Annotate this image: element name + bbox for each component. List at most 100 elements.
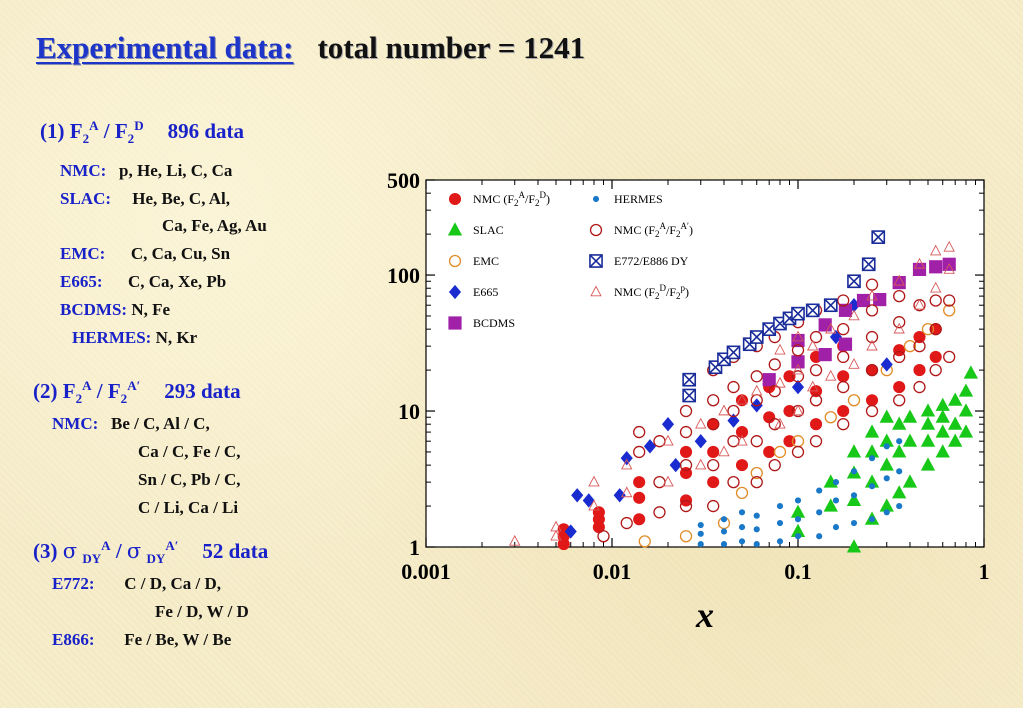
data-point: [856, 293, 871, 308]
data-point: [963, 365, 979, 379]
data-point: [735, 394, 749, 407]
marker: [791, 355, 805, 369]
marker: [633, 513, 646, 526]
data-point: [791, 370, 805, 383]
marker: [753, 526, 760, 533]
legend-marker: [590, 285, 602, 297]
marker: [736, 393, 748, 405]
marker: [893, 381, 906, 394]
marker: [829, 329, 843, 345]
data-point: [509, 534, 521, 546]
marker: [791, 307, 805, 321]
data-point: [896, 502, 903, 510]
data-point: [738, 538, 746, 545]
marker: [773, 445, 787, 459]
y-tick-label: 10: [398, 399, 420, 424]
data-point: [902, 409, 918, 423]
data-point: [809, 330, 823, 344]
data-point: [935, 397, 950, 411]
data-point: [809, 418, 823, 431]
marker: [790, 523, 806, 538]
marker: [621, 486, 633, 498]
sec3-row-2: E866: Fe / Be, W / Be: [52, 626, 231, 654]
marker: [588, 499, 600, 511]
marker: [943, 240, 955, 252]
data-point: [720, 516, 728, 523]
legend-label: NMC (F2A/F2A′): [614, 221, 693, 239]
marker: [816, 487, 823, 494]
marker: [930, 281, 942, 293]
data-point: [792, 330, 804, 342]
data-point: [776, 519, 784, 527]
data-point: [847, 394, 861, 407]
legend-marker: [589, 223, 603, 237]
legend-text: /F: [525, 192, 535, 206]
data-point: [707, 445, 720, 459]
section-1-mid: / F: [98, 119, 128, 143]
data-point: [948, 433, 963, 447]
marker: [653, 506, 666, 519]
data-point: [679, 458, 693, 472]
data-point: [865, 330, 879, 344]
marker: [807, 380, 819, 392]
legend-label: BCDMS: [473, 316, 515, 330]
sec1-row-3: EMC: C, Ca, Cu, Sn: [60, 240, 230, 268]
marker: [873, 292, 887, 307]
marker: [590, 285, 602, 297]
section-1-sup-a: A: [89, 118, 99, 133]
data-point: [588, 475, 600, 487]
marker: [958, 383, 974, 397]
marker: [809, 330, 823, 344]
data-point: [846, 444, 862, 458]
marker: [896, 502, 903, 510]
section-2: (2) F2A / F2A′ 293 data: [33, 378, 241, 407]
legend-sup: p: [681, 283, 686, 293]
x-tick-label: 0.001: [401, 559, 451, 584]
marker: [750, 466, 763, 480]
section-3-heading: (3) σ DYA / σ DYA′ 52 data: [33, 538, 268, 567]
marker: [893, 316, 906, 329]
data-point: [750, 475, 763, 489]
legend-marker: [448, 254, 462, 268]
data-point: [879, 498, 894, 512]
marker: [892, 485, 907, 499]
data-point: [768, 385, 781, 398]
data-point: [896, 468, 903, 475]
marker: [751, 384, 763, 396]
marker: [783, 435, 796, 448]
marker: [864, 444, 880, 458]
marker: [893, 350, 906, 364]
marker: [679, 425, 693, 439]
legend-label: EMC: [473, 254, 499, 268]
marker: [448, 316, 462, 330]
marker: [902, 474, 918, 488]
data-point: [809, 435, 823, 448]
data-point: [682, 388, 697, 403]
legend-marker: [448, 316, 462, 330]
marker: [792, 330, 804, 342]
data-point: [838, 303, 853, 317]
marker: [791, 370, 805, 383]
data-point: [920, 433, 936, 447]
data-point: [638, 535, 651, 548]
data-point: [669, 457, 682, 473]
marker: [735, 394, 749, 407]
data-point: [790, 523, 806, 538]
x-tick-label: 0.1: [784, 559, 812, 584]
marker: [776, 502, 784, 510]
marker: [958, 403, 974, 417]
legend-sup: A: [519, 190, 526, 200]
data-point: [902, 474, 918, 488]
data-point: [943, 294, 956, 307]
marker: [762, 373, 776, 387]
marker: [638, 535, 651, 548]
marker: [809, 435, 823, 448]
marker: [792, 363, 804, 375]
marker: [903, 339, 917, 353]
data-point: [913, 380, 926, 394]
marker: [679, 445, 693, 459]
marker: [571, 488, 584, 503]
legend-sub: 2: [655, 229, 660, 239]
data-point: [621, 458, 633, 470]
data-point: [913, 257, 926, 269]
